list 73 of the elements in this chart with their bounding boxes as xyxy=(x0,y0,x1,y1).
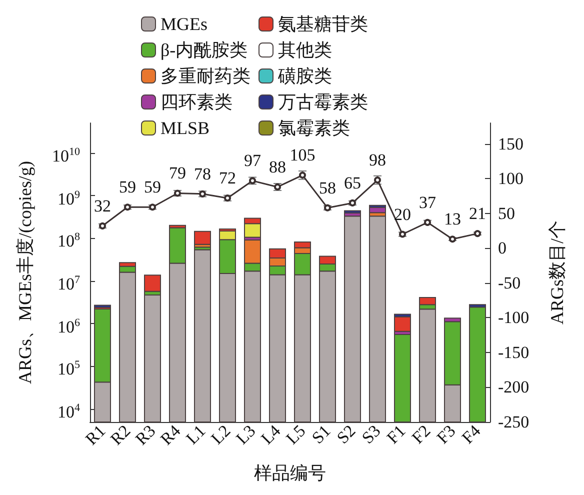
data-label: 78 xyxy=(194,164,211,184)
bar xyxy=(419,297,436,306)
x-tick-label: F1 xyxy=(383,421,410,448)
x-tick-label: L1 xyxy=(182,421,210,448)
bar xyxy=(194,230,211,245)
data-label: 58 xyxy=(319,178,336,198)
y2-tick-label: -100 xyxy=(498,308,530,328)
legend-label: 磺胺类 xyxy=(277,66,332,86)
x-tick-label: R3 xyxy=(132,421,160,449)
legend-label: 多重耐药类 xyxy=(160,66,250,86)
y2-tick-label: -200 xyxy=(498,378,530,397)
bar xyxy=(394,334,411,422)
y-tick-label: 10$^{4}$ xyxy=(58,401,80,423)
y-tick-label: 10$^{7}$ xyxy=(58,272,80,295)
y2-tick-label: 100 xyxy=(498,169,524,188)
legend-label: 氨基糖苷类 xyxy=(278,14,368,34)
data-label: 37 xyxy=(419,192,436,212)
legend-label: 氯霉素类 xyxy=(278,118,350,138)
data-label: 59 xyxy=(119,178,136,197)
x-tick-label: R1 xyxy=(82,421,110,449)
y-tick-label: 10$^{9}$ xyxy=(58,188,80,210)
x-tick-label: F3 xyxy=(433,421,460,448)
x-tick-label: S1 xyxy=(308,421,334,448)
bar xyxy=(469,306,486,422)
data-label: 59 xyxy=(144,178,161,197)
data-label: 65 xyxy=(344,173,361,192)
x-tick-label: R2 xyxy=(106,421,134,449)
y2-tick-label: -50 xyxy=(498,273,521,292)
x-tick-label: S3 xyxy=(358,421,384,448)
bar xyxy=(344,210,361,214)
x-axis-title: 样品编号 xyxy=(254,463,326,483)
bar xyxy=(419,308,436,422)
legend-label: 四环素类 xyxy=(160,92,232,112)
y2-tick-label: -150 xyxy=(498,342,530,362)
bar xyxy=(144,274,161,292)
legend-label: MGEs xyxy=(160,14,208,34)
data-label: 72 xyxy=(219,168,236,188)
data-label: 13 xyxy=(444,210,461,229)
data-label: 105 xyxy=(290,146,316,165)
bar xyxy=(194,249,211,422)
x-tick-label: L4 xyxy=(257,420,285,448)
data-label: 98 xyxy=(369,150,386,170)
y-tick-label: 10$^{8}$ xyxy=(58,230,80,252)
x-tick-label: L3 xyxy=(232,421,260,448)
x-tick-label: L5 xyxy=(282,421,310,448)
data-label: 88 xyxy=(269,157,286,176)
bar xyxy=(344,216,361,422)
data-label: 79 xyxy=(169,164,186,183)
bar xyxy=(144,294,161,422)
y2-tick-label: 50 xyxy=(498,204,515,223)
bar xyxy=(369,216,386,422)
legend-label: 其他类 xyxy=(278,40,332,60)
y-tick-label: 10$^{10}$ xyxy=(52,144,80,166)
legend-label: MLSB xyxy=(160,118,210,138)
y2-axis-title: ARGs数目/个 xyxy=(547,220,567,325)
y2-tick-label: 0 xyxy=(498,238,506,258)
x-tick-label: L2 xyxy=(207,421,234,448)
x-tick-label: F4 xyxy=(458,420,485,448)
legend-label: β-内酰胺类 xyxy=(160,40,248,60)
y-tick-label: 10$^{5}$ xyxy=(58,358,80,380)
y2-tick-label: 150 xyxy=(498,134,524,154)
data-label: 21 xyxy=(469,204,486,224)
y2-tick-label: -250 xyxy=(498,412,530,432)
y-axis-title: ARGs、MGEs丰度/(copies/g) xyxy=(15,161,35,384)
x-tick-label: S2 xyxy=(333,421,360,448)
legend-label: 万古霉素类 xyxy=(278,92,368,112)
y-tick-label: 10$^{6}$ xyxy=(58,316,80,338)
bar xyxy=(394,316,411,332)
x-tick-label: F2 xyxy=(408,421,434,448)
data-label: 20 xyxy=(394,204,411,224)
data-label: 97 xyxy=(244,151,262,170)
data-label: 32 xyxy=(94,196,111,216)
x-tick-label: R4 xyxy=(156,420,185,449)
